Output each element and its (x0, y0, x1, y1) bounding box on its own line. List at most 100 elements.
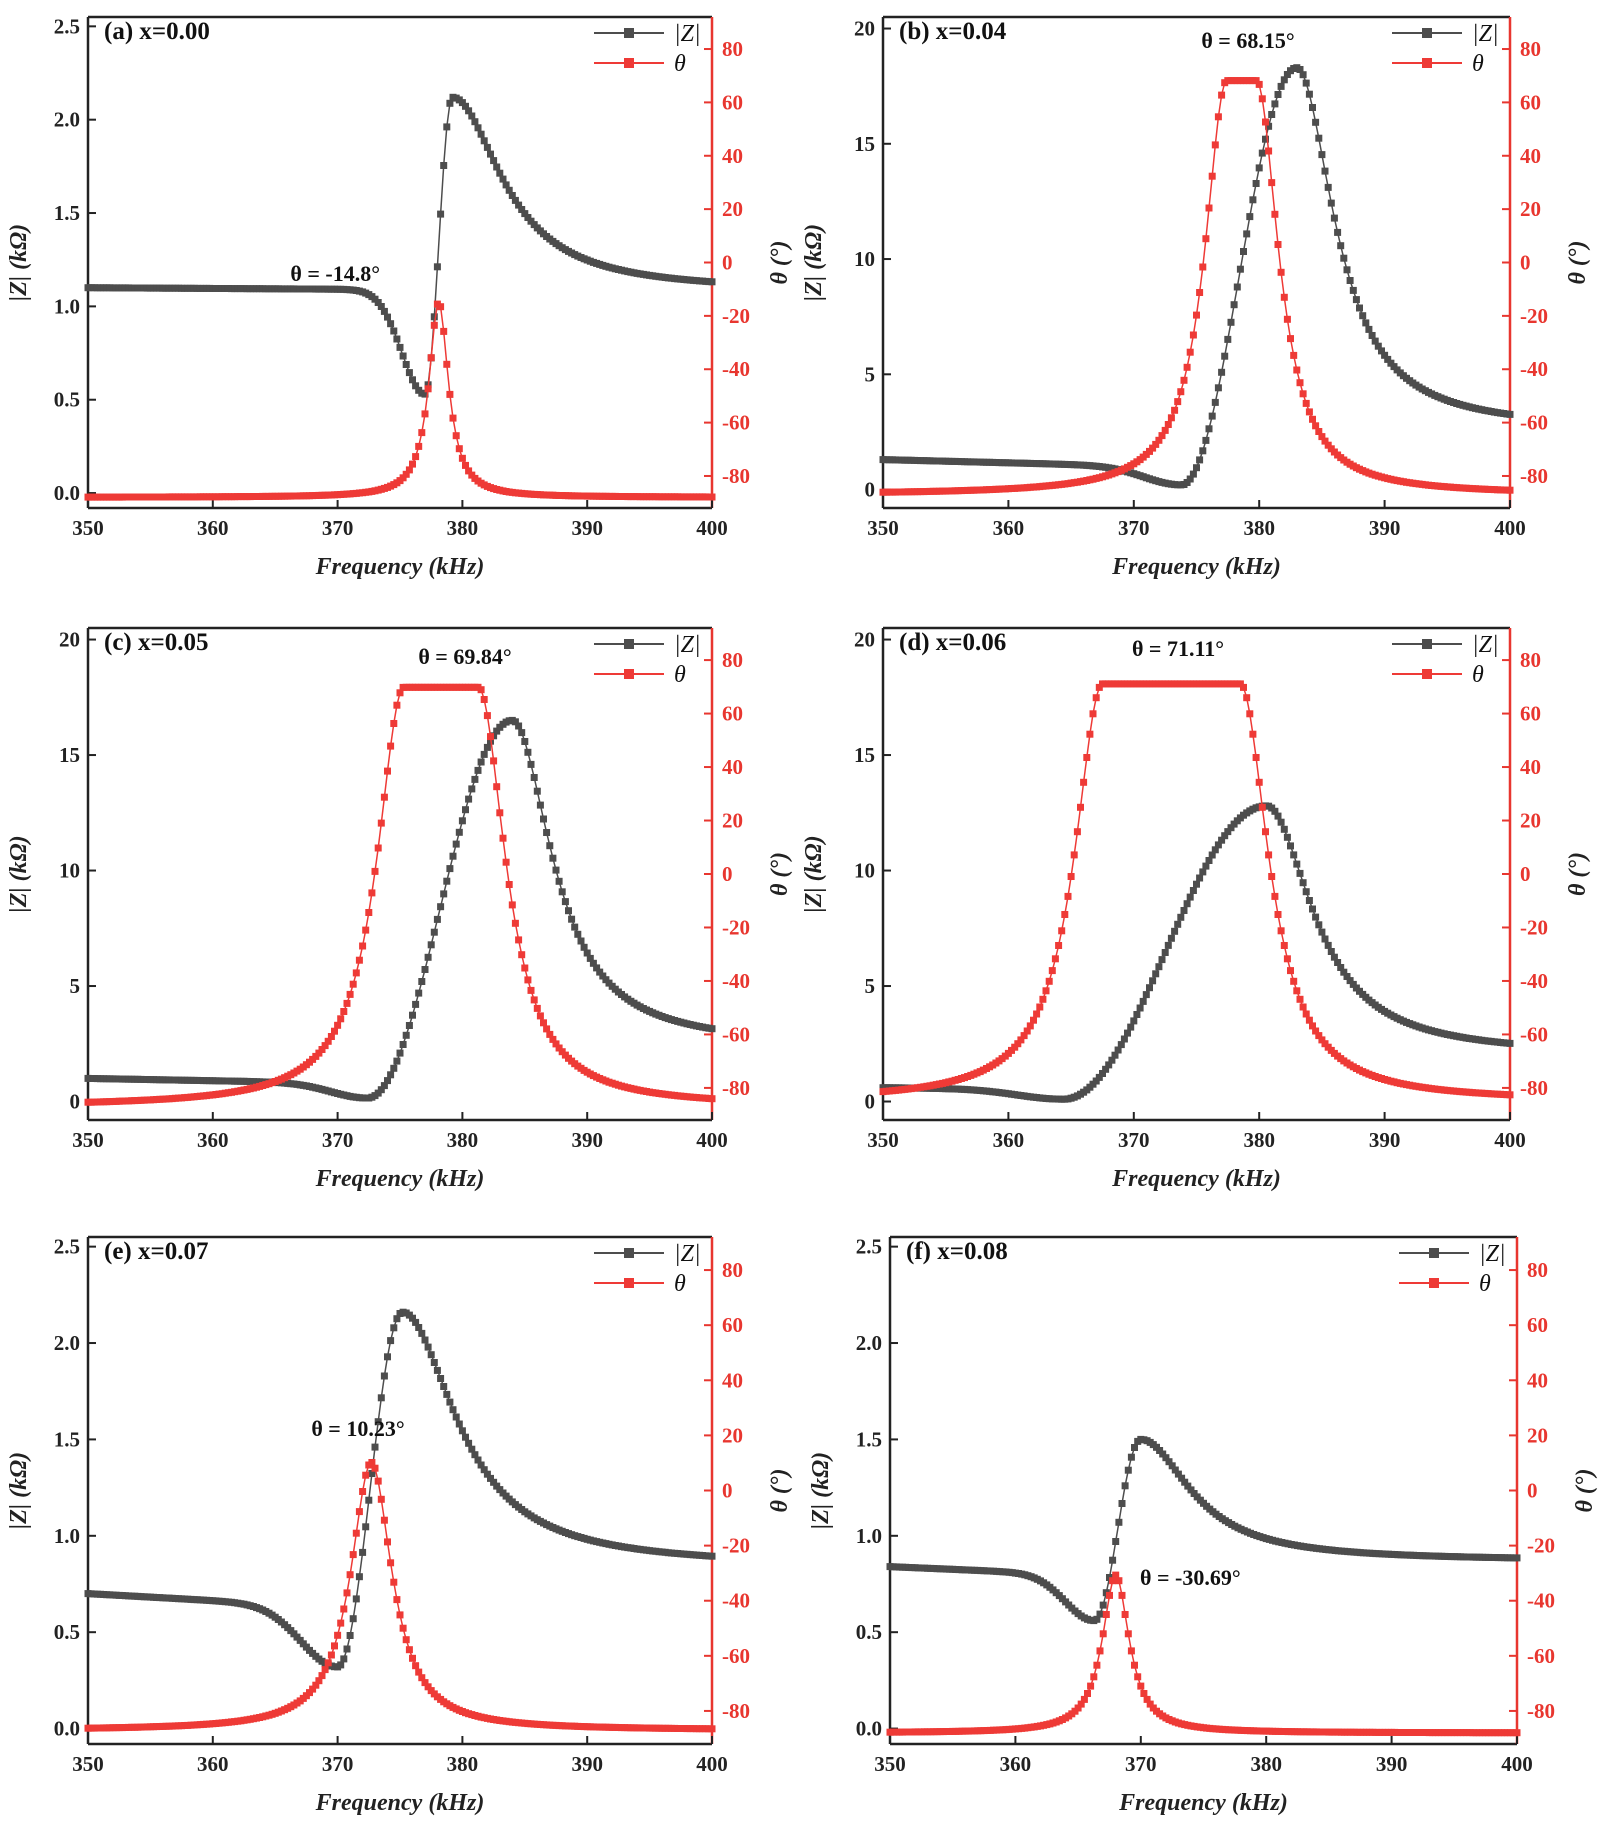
theta-data-point (1205, 204, 1213, 212)
theta-data-point (384, 767, 391, 775)
theta-data-point (1102, 1611, 1110, 1618)
theta-data-point (1299, 390, 1307, 398)
theta-data-point (321, 1042, 329, 1050)
theta-data-point (1058, 927, 1066, 935)
y-right-tick-label: -60 (1520, 411, 1548, 435)
x-tick-label: 390 (1376, 1752, 1408, 1776)
theta-data-point (490, 757, 498, 765)
z-data-point (409, 376, 416, 384)
theta-data-point (412, 1662, 420, 1670)
z-data-point (387, 320, 395, 328)
x-axis-label: Frequency (kHz) (315, 554, 485, 580)
z-data-point (1337, 242, 1345, 250)
z-data-point (1120, 1035, 1128, 1043)
y-right-tick-label: 20 (722, 809, 743, 833)
theta-data-point (1258, 95, 1266, 103)
z-data-point (449, 852, 457, 860)
y-right-tick-label: -40 (1520, 357, 1548, 381)
z-data-point (487, 150, 494, 158)
theta-data-point (1077, 803, 1084, 811)
legend-theta-label: θ (674, 662, 686, 688)
z-data-point (1165, 1458, 1173, 1466)
y-right-tick-label: 0 (722, 251, 733, 275)
y-right-tick-label: -20 (722, 1534, 750, 1558)
theta-data-point (1318, 433, 1326, 441)
z-data-point (543, 829, 551, 836)
z-data-point (515, 201, 523, 209)
y-right-tick-label: 80 (722, 37, 743, 61)
theta-data-point (421, 410, 429, 418)
z-data-point (477, 758, 485, 766)
z-data-point (1359, 312, 1367, 320)
legend-z-label: |Z| (1472, 632, 1499, 658)
z-data-point (1105, 1061, 1113, 1069)
z-data-point (1171, 927, 1179, 935)
theta-data-point (708, 1095, 716, 1103)
x-tick-label: 370 (322, 516, 354, 540)
theta-data-point (430, 321, 438, 329)
z-data-point (362, 1523, 370, 1531)
theta-data-point (1265, 147, 1273, 155)
theta-data-point (1143, 1695, 1151, 1703)
theta-data-point (1305, 408, 1313, 416)
x-tick-label: 390 (571, 516, 603, 540)
z-data-point (1293, 860, 1301, 868)
y-right-tick-label: -60 (722, 1022, 750, 1046)
theta-data-point (371, 1464, 379, 1472)
legend-z-marker (624, 639, 634, 649)
z-data-point (477, 130, 485, 138)
z-data-point (483, 143, 491, 151)
theta-data-point (440, 327, 448, 335)
y-left-axis-label: |Z| (kΩ) (6, 835, 32, 912)
panel-label: (d) x=0.06 (899, 629, 1006, 656)
legend-z-marker (1429, 1248, 1439, 1258)
theta-data-point (1067, 873, 1075, 880)
z-data-point (462, 806, 469, 814)
theta-data-point (380, 1516, 388, 1524)
z-data-point (1349, 980, 1357, 988)
theta-data-point (1164, 421, 1172, 428)
theta-data-point (396, 689, 404, 697)
theta-data-point (1026, 1022, 1034, 1030)
x-tick-label: 400 (1494, 516, 1526, 540)
z-data-point (1221, 832, 1229, 840)
z-data-point (1315, 134, 1323, 142)
y-left-tick-label: 1.0 (54, 1524, 80, 1548)
z-data-point (480, 750, 488, 758)
z-data-point (377, 1394, 385, 1402)
z-data-point (1142, 991, 1150, 999)
z-data-point (1221, 352, 1229, 360)
panel-e: 350 360 370 380 390 4000.00.51.01.52.02.5-80-… (6, 1235, 793, 1816)
z-data-point (1093, 1615, 1101, 1623)
z-data-point (380, 307, 388, 315)
z-data-point (1343, 266, 1351, 274)
theta-data-point (437, 303, 445, 311)
theta-data-point (1127, 1647, 1135, 1655)
theta-data-point (315, 1049, 323, 1057)
y-right-tick-label: -80 (1520, 464, 1548, 488)
z-data-point (527, 760, 535, 768)
theta-data-point (499, 834, 507, 842)
legend-z-label: |Z| (1479, 1241, 1506, 1267)
z-data-point (1124, 1029, 1131, 1037)
theta-data-point (1099, 1630, 1107, 1638)
theta-data-point (362, 1471, 370, 1479)
theta-data-point (1042, 987, 1050, 995)
theta-data-point (1174, 398, 1182, 406)
z-data-point (446, 1398, 454, 1406)
z-data-point (1171, 1466, 1179, 1474)
z-data-point (1127, 1023, 1135, 1031)
z-data-point (1193, 880, 1200, 888)
z-data-point (424, 953, 432, 961)
panel-c: 350 360 370 380 390 400 0 5 10 15 20 -80 -60 -40 -20 0 2… (6, 626, 793, 1192)
theta-data-point (1262, 118, 1269, 126)
theta-data-point (1293, 987, 1301, 995)
z-data-point (505, 186, 513, 194)
z-data-point (1130, 1017, 1138, 1025)
theta-data-point (452, 432, 460, 440)
z-data-point (1271, 807, 1279, 815)
y-right-tick-label: 60 (1520, 90, 1541, 114)
theta-data-point (343, 999, 351, 1007)
x-tick-label: 360 (993, 516, 1025, 540)
y-right-tick-label: -40 (722, 969, 750, 993)
